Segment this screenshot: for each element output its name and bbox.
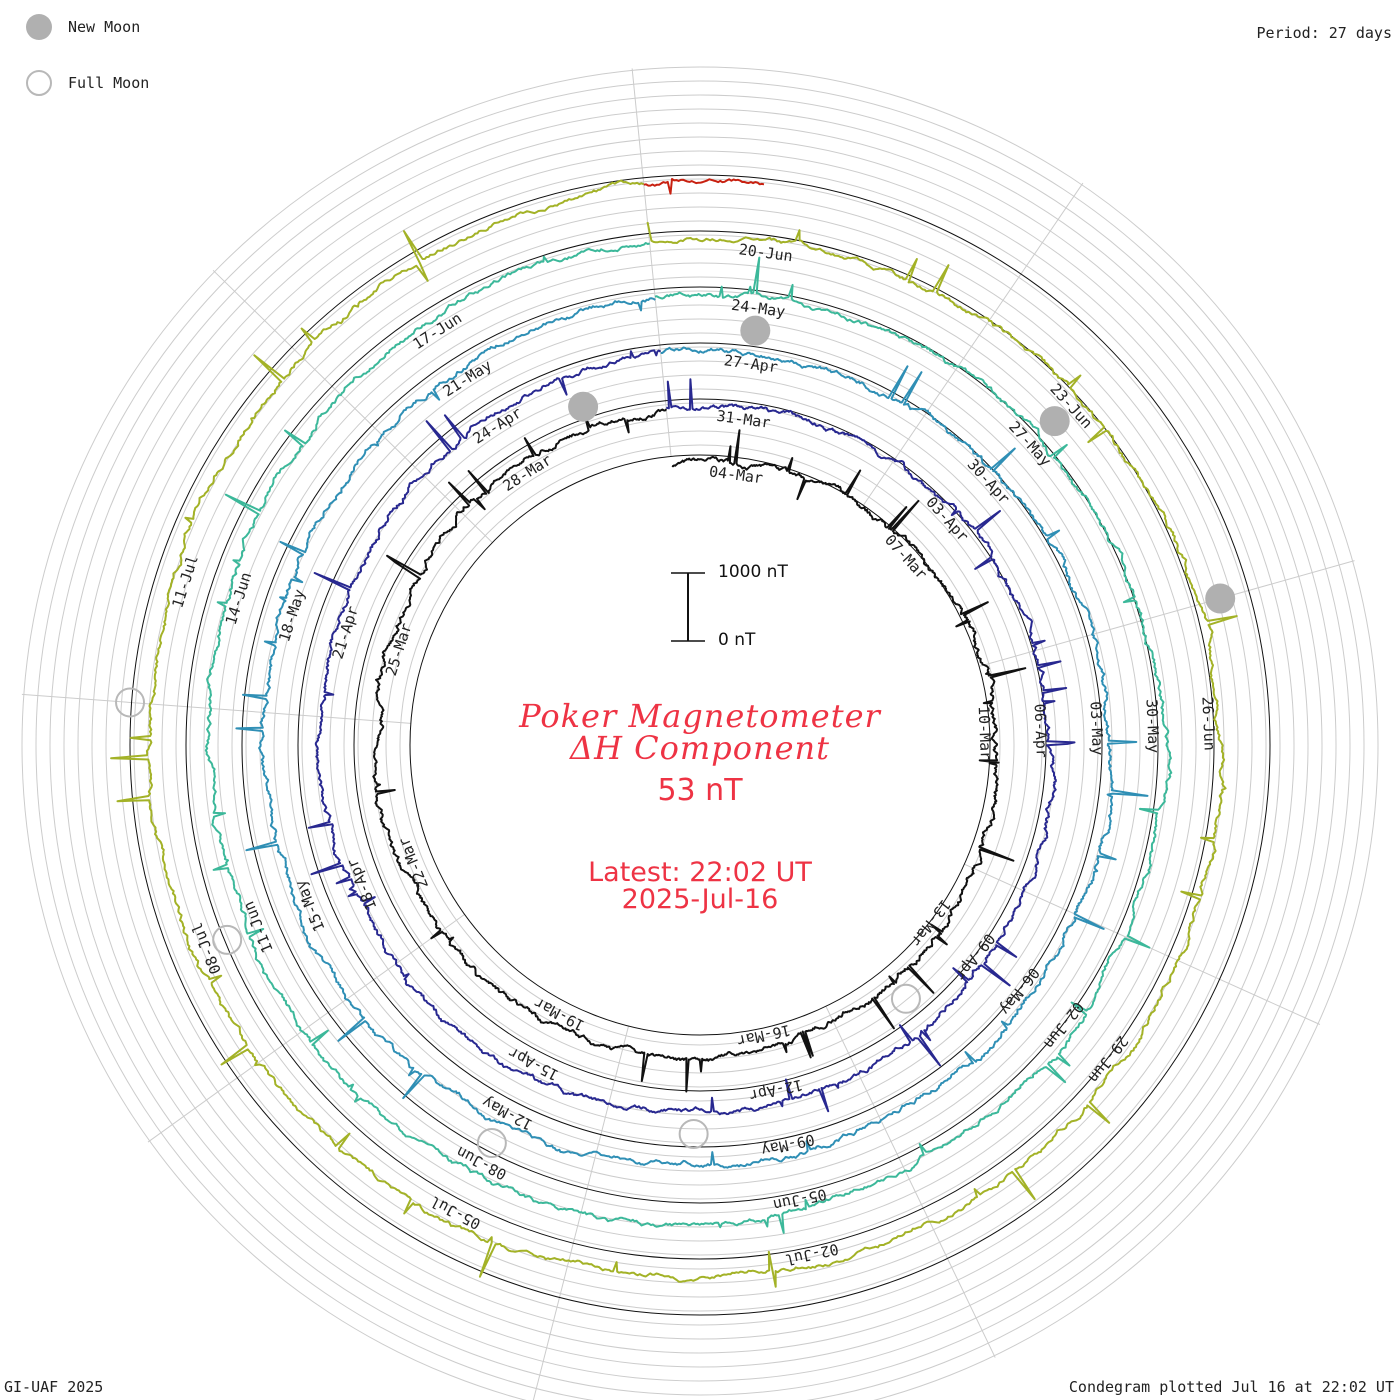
grid-ring: [245, 290, 1155, 1200]
tick-label: 27-Apr: [723, 351, 779, 376]
chart-title: Poker Magnetometer: [519, 697, 881, 735]
grid-radial: [147, 913, 465, 1143]
grid-ring: [105, 150, 1295, 1340]
grid-ring: [49, 94, 1351, 1396]
grid-ring: [203, 248, 1197, 1242]
tick-label: 20-Jun: [738, 240, 794, 265]
footer-plotted-time: Condegram plotted Jul 16 at 22:02 UT: [1068, 1378, 1394, 1396]
grid-ring: [35, 80, 1365, 1400]
reference-ring: [409, 454, 991, 1036]
tick-label: 18-May: [275, 587, 309, 644]
tick-label: 30-May: [1142, 699, 1162, 754]
grid-ring: [21, 66, 1379, 1400]
grid-radial: [979, 560, 1355, 667]
full-moon-marker: [890, 983, 921, 1014]
grid-radial: [212, 269, 493, 543]
tick-label: 05-Jun: [771, 1185, 828, 1214]
grid-ring: [287, 332, 1113, 1158]
tick-label: 06-Apr: [1031, 703, 1051, 758]
tick-label: 26-Jun: [1198, 696, 1218, 751]
scale-bottom-label: 0 nT: [718, 630, 756, 650]
grid-ring: [175, 220, 1225, 1270]
grid-ring: [119, 164, 1281, 1326]
tick-label: 03-Apr: [922, 493, 972, 545]
polar-grid: [21, 66, 1379, 1400]
grid-radial: [825, 1006, 996, 1358]
trace-series-5: [110, 179, 1238, 1288]
tick-label: 31-Mar: [715, 407, 771, 432]
legend-new-moon-label: New Moon: [68, 18, 141, 36]
trace-series-3: [235, 297, 1149, 1169]
tick-label: 10-Mar: [975, 706, 995, 761]
latest-time: Latest: 22:02 UT: [588, 857, 812, 888]
grid-ring: [399, 444, 1001, 1046]
grid-radial: [631, 68, 672, 457]
tick-label: 24-May: [730, 296, 786, 321]
grid-radial: [21, 693, 411, 724]
grid-ring: [189, 234, 1211, 1256]
grid-ring: [63, 108, 1337, 1382]
full-moon-icon: [26, 70, 52, 96]
footer-credit: GI-UAF 2025: [4, 1378, 104, 1396]
legend-full-moon-label: Full Moon: [68, 74, 150, 92]
reference-ring: [241, 286, 1159, 1204]
grid-ring: [217, 262, 1183, 1228]
tick-label: 09-Apr: [951, 930, 998, 984]
data-traces: [110, 178, 1238, 1288]
grid-ring: [301, 346, 1099, 1144]
tick-label: 12-Apr: [748, 1076, 805, 1105]
trace-series-1: [372, 408, 1027, 1093]
grid-radial: [862, 182, 1084, 506]
reference-ring: [185, 230, 1215, 1260]
tick-label: 14-Jun: [222, 570, 256, 627]
tick-label: 19-Mar: [531, 994, 587, 1035]
full-moon-marker: [476, 1128, 507, 1159]
tick-label: 30-Apr: [964, 455, 1014, 507]
tick-label: 08-Jun: [453, 1143, 509, 1184]
tick-label: 09-May: [760, 1130, 817, 1159]
chart-subtitle: ΔH Component: [569, 729, 831, 767]
legend-full-moon: Full Moon: [26, 70, 149, 96]
grid-ring: [357, 402, 1043, 1088]
grid-ring: [161, 206, 1239, 1284]
grid-ring: [147, 192, 1253, 1298]
reference-ring: [353, 398, 1047, 1092]
period-label: Period: 27 days: [1256, 24, 1392, 42]
new-moon-marker: [568, 391, 599, 422]
legend-new-moon: New Moon: [26, 14, 140, 40]
trace-series-2: [307, 349, 1076, 1116]
tick-label: 12-May: [479, 1093, 535, 1134]
full-moon-marker: [212, 924, 243, 955]
grid-ring: [133, 178, 1267, 1312]
grid-ring: [91, 136, 1309, 1354]
scale-top-label: 1000 nT: [718, 562, 788, 582]
grid-ring: [273, 318, 1127, 1172]
grid-ring: [231, 276, 1169, 1214]
tick-label: 11-Jul: [168, 553, 202, 610]
grid-radial: [532, 1025, 629, 1400]
new-moon-marker: [1039, 406, 1070, 437]
reference-ring: [129, 174, 1271, 1316]
grid-ring: [77, 122, 1323, 1368]
moon-markers: [115, 315, 1236, 1159]
current-value: 53 nT: [657, 773, 743, 808]
full-moon-marker: [115, 687, 146, 718]
full-moon-marker: [678, 1118, 709, 1149]
tick-label: 03-May: [1087, 701, 1107, 756]
latest-date: 2025-Jul-16: [621, 884, 779, 915]
new-moon-icon: [26, 14, 52, 40]
new-moon-marker: [740, 315, 771, 346]
trace-series-4: [204, 242, 1173, 1234]
tick-label: 02-Jun: [1040, 998, 1087, 1052]
scale-bar: [671, 572, 705, 642]
grid-ring: [329, 374, 1071, 1116]
new-moon-marker: [1205, 583, 1236, 614]
grid-ring: [371, 416, 1029, 1074]
trace-series-6: [643, 178, 765, 195]
